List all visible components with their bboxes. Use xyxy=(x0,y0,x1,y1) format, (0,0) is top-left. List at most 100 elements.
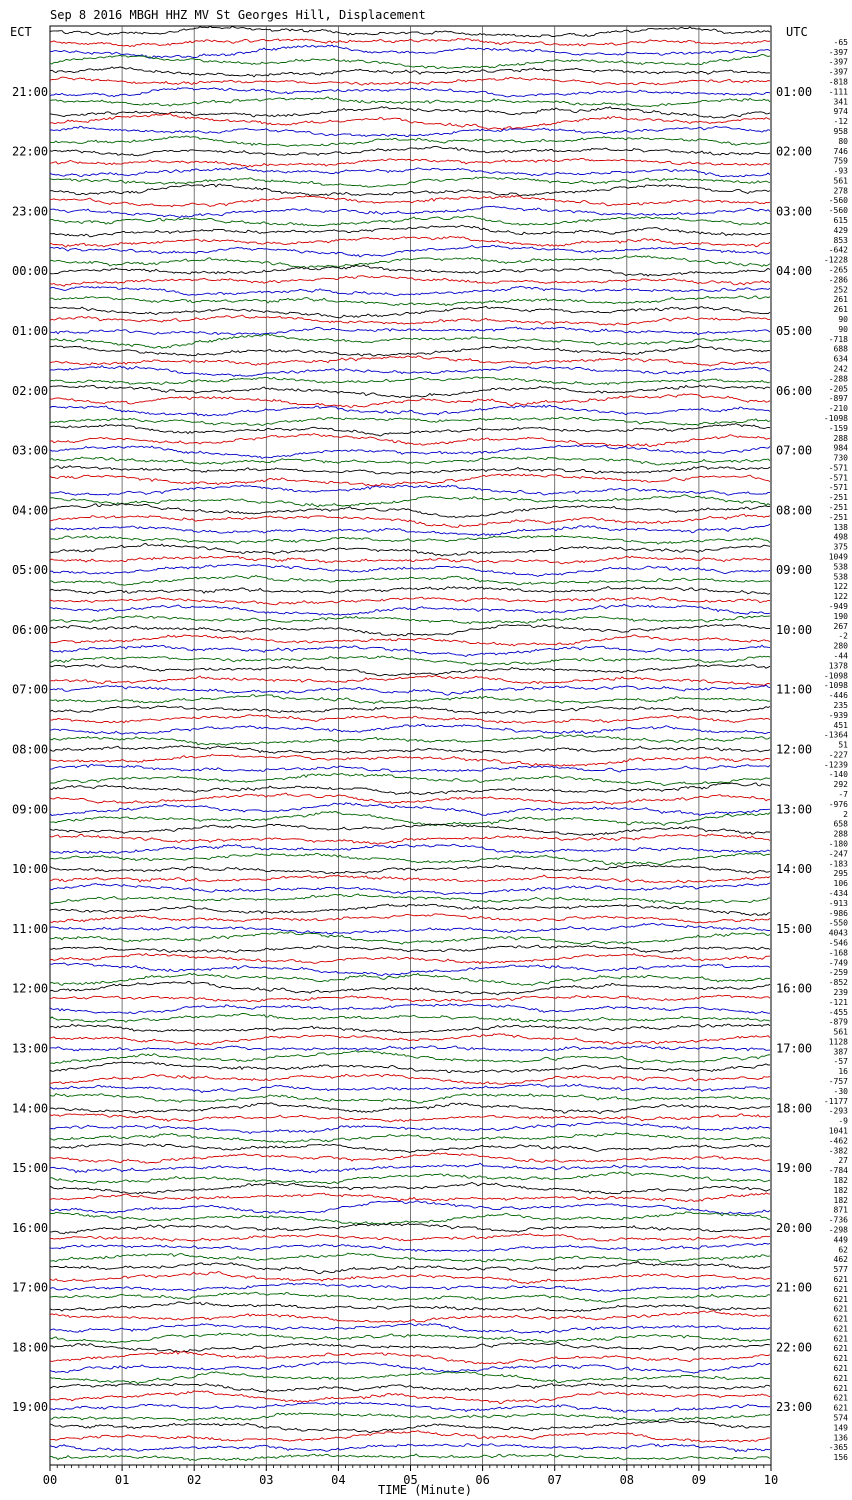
seismic-trace xyxy=(49,345,771,357)
seismic-trace xyxy=(49,1102,771,1115)
offset-label: -205 xyxy=(829,384,848,393)
seismic-trace xyxy=(49,326,771,336)
seismic-trace xyxy=(49,1132,771,1144)
offset-label: 242 xyxy=(834,364,849,373)
offset-label: -749 xyxy=(829,958,848,967)
seismic-trace xyxy=(49,76,771,86)
seismic-trace xyxy=(49,903,771,917)
seismic-trace xyxy=(49,275,771,287)
chart-title: Sep 8 2016 MBGH HHZ MV St Georges Hill, … xyxy=(50,8,426,22)
offset-label: 387 xyxy=(834,1047,849,1056)
seismic-trace xyxy=(49,1310,771,1323)
offset-label: 561 xyxy=(834,1028,849,1037)
offset-label: -897 xyxy=(829,394,848,403)
minute-gridlines xyxy=(49,25,772,1466)
offset-label: -560 xyxy=(829,206,848,215)
offset-label: 252 xyxy=(834,285,849,294)
left-hour-label: 06:00 xyxy=(12,623,48,637)
seismic-trace xyxy=(49,456,771,466)
offset-label: 288 xyxy=(834,434,849,443)
seismic-trace xyxy=(49,235,771,248)
seismic-trace xyxy=(49,1113,771,1123)
seismic-trace xyxy=(49,1200,771,1215)
offset-label: 122 xyxy=(834,582,849,591)
seismic-trace xyxy=(49,1419,771,1434)
seismic-trace xyxy=(49,1382,771,1393)
left-hour-label: 02:00 xyxy=(12,384,48,398)
offset-label: -397 xyxy=(829,68,848,77)
offset-label: -550 xyxy=(829,919,848,928)
offset-label: -1364 xyxy=(824,731,848,740)
seismic-trace xyxy=(49,952,771,965)
left-hour-label: 10:00 xyxy=(12,862,48,876)
offset-label: -1228 xyxy=(824,256,848,265)
offset-label: 561 xyxy=(834,176,849,185)
seismic-trace xyxy=(49,994,771,1003)
left-hour-label: 19:00 xyxy=(12,1400,48,1414)
offset-label: -2 xyxy=(838,632,848,641)
offset-label: -434 xyxy=(829,889,848,898)
offset-label: -571 xyxy=(829,473,848,482)
offset-label: -852 xyxy=(829,978,848,987)
offset-label: 62 xyxy=(838,1245,848,1254)
seismic-trace xyxy=(49,1012,771,1023)
seismic-trace xyxy=(49,53,771,69)
seismic-trace xyxy=(49,355,771,367)
seismic-trace xyxy=(49,215,771,227)
offset-label: 429 xyxy=(834,226,849,235)
right-hour-label: 09:00 xyxy=(776,563,812,577)
seismic-trace xyxy=(49,513,771,528)
offset-label: -1239 xyxy=(824,760,848,769)
seismic-trace xyxy=(49,224,771,238)
seismic-trace xyxy=(49,87,771,98)
seismic-trace xyxy=(49,833,771,845)
seismic-trace xyxy=(49,563,771,577)
seismic-trace xyxy=(49,1282,771,1292)
seismic-trace xyxy=(49,1152,771,1164)
offset-label: 182 xyxy=(834,1196,849,1205)
offset-label: -259 xyxy=(829,968,848,977)
offset-label: 235 xyxy=(834,701,849,710)
offset-label: -949 xyxy=(829,602,848,611)
right-hour-label: 05:00 xyxy=(776,324,812,338)
x-tick-label: 09 xyxy=(692,1473,706,1487)
seismic-trace xyxy=(49,314,771,326)
left-hour-label: 16:00 xyxy=(12,1221,48,1235)
seismic-trace xyxy=(49,1332,771,1344)
seismic-trace xyxy=(49,416,771,426)
seismic-trace xyxy=(49,66,771,78)
seismic-trace xyxy=(49,1271,771,1285)
offset-label: 746 xyxy=(834,147,849,156)
seismic-trace xyxy=(49,1323,771,1334)
seismic-trace xyxy=(49,157,771,168)
offset-label: -784 xyxy=(829,1166,848,1175)
seismic-trace xyxy=(49,1083,771,1094)
offset-label: 106 xyxy=(834,879,849,888)
offset-label: 621 xyxy=(834,1404,849,1413)
offset-label: -293 xyxy=(829,1107,848,1116)
offset-label: -976 xyxy=(829,800,848,809)
seismic-trace xyxy=(49,585,771,595)
x-tick-label: 05 xyxy=(403,1473,417,1487)
offset-label: 27 xyxy=(838,1156,848,1165)
right-hour-label: 19:00 xyxy=(776,1161,812,1175)
offset-label: -7 xyxy=(838,790,848,799)
right-hour-label: 01:00 xyxy=(776,85,812,99)
offset-label: 621 xyxy=(834,1285,849,1294)
offset-label: 574 xyxy=(834,1414,849,1423)
offset-label: -140 xyxy=(829,770,848,779)
seismic-trace xyxy=(49,112,771,131)
right-hour-label: 20:00 xyxy=(776,1221,812,1235)
seismic-trace xyxy=(49,125,771,138)
x-tick-label: 08 xyxy=(620,1473,634,1487)
left-hour-label: 05:00 xyxy=(12,563,48,577)
offset-label: 538 xyxy=(834,572,849,581)
offset-label: 1128 xyxy=(829,1037,848,1046)
offset-label: 577 xyxy=(834,1265,849,1274)
offset-label: 239 xyxy=(834,988,849,997)
offset-label: 462 xyxy=(834,1255,849,1264)
offset-label: -210 xyxy=(829,404,848,413)
seismic-trace xyxy=(49,305,771,319)
right-timezone-label: UTC xyxy=(786,25,808,39)
seismic-trace xyxy=(49,1443,771,1453)
